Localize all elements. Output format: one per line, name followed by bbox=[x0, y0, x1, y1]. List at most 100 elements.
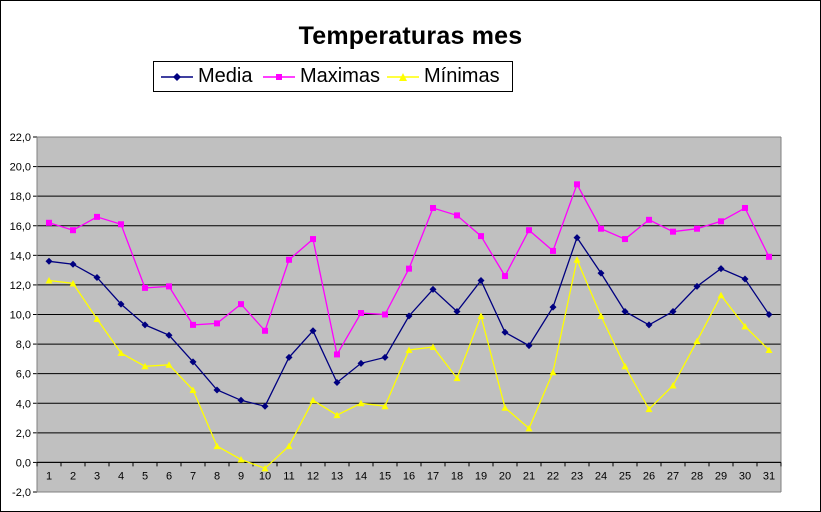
point-media bbox=[765, 311, 773, 318]
x-tick-label: 28 bbox=[691, 470, 703, 482]
x-tick-label: 18 bbox=[451, 470, 463, 482]
point-maximas bbox=[262, 327, 268, 334]
y-tick-label: 20,0 bbox=[10, 162, 31, 174]
point-maximas bbox=[526, 227, 532, 234]
point-maximas bbox=[478, 233, 484, 240]
point-minimas bbox=[357, 399, 365, 407]
point-media bbox=[213, 386, 221, 394]
point-maximas bbox=[190, 321, 196, 328]
point-maximas bbox=[118, 221, 124, 228]
point-media bbox=[45, 257, 53, 265]
point-minimas bbox=[285, 442, 293, 450]
point-minimas bbox=[165, 361, 173, 368]
x-tick-label: 3 bbox=[94, 470, 100, 482]
x-tick-label: 1 bbox=[46, 470, 52, 482]
point-media bbox=[429, 285, 437, 293]
point-maximas bbox=[742, 205, 748, 211]
point-maximas bbox=[286, 256, 292, 263]
point-media bbox=[69, 260, 77, 268]
x-tick-label: 22 bbox=[547, 470, 559, 482]
point-minimas bbox=[213, 442, 221, 450]
y-tick-label: 0,0 bbox=[16, 457, 31, 469]
point-maximas bbox=[430, 205, 436, 211]
x-tick-label: 24 bbox=[595, 470, 607, 482]
point-minimas bbox=[741, 322, 749, 330]
legend-label-maximas: Maximas bbox=[300, 65, 381, 87]
point-maximas bbox=[574, 181, 580, 188]
x-tick-label: 7 bbox=[190, 470, 196, 482]
point-maximas bbox=[694, 225, 700, 232]
point-media bbox=[141, 321, 149, 329]
point-maximas bbox=[622, 236, 628, 243]
point-maximas bbox=[646, 216, 652, 223]
point-minimas bbox=[261, 464, 269, 472]
point-minimas bbox=[693, 337, 701, 345]
point-maximas bbox=[310, 236, 316, 243]
y-tick-label: 16,0 bbox=[10, 221, 31, 233]
x-tick-label: 12 bbox=[307, 470, 319, 482]
point-minimas bbox=[477, 312, 485, 319]
point-minimas bbox=[333, 411, 341, 419]
point-maximas bbox=[718, 218, 724, 225]
point-minimas bbox=[621, 362, 629, 370]
x-tick-label: 15 bbox=[379, 470, 391, 482]
point-media bbox=[381, 353, 389, 361]
x-tick-label: 8 bbox=[214, 470, 220, 482]
x-tick-label: 25 bbox=[619, 470, 631, 482]
point-minimas bbox=[501, 404, 509, 411]
point-maximas bbox=[454, 212, 460, 219]
point-minimas bbox=[141, 362, 149, 370]
point-minimas bbox=[45, 276, 53, 284]
y-tick-label: 22,0 bbox=[10, 132, 31, 144]
point-media bbox=[741, 275, 749, 283]
point-media bbox=[357, 359, 365, 367]
legend: Media Maximas Mínimas bbox=[153, 61, 513, 92]
point-minimas bbox=[93, 315, 101, 322]
point-maximas bbox=[598, 225, 604, 232]
point-media bbox=[693, 282, 701, 290]
point-maximas bbox=[766, 253, 772, 260]
x-tick-label: 29 bbox=[715, 470, 727, 482]
point-media bbox=[549, 303, 557, 311]
y-tick-label: 12,0 bbox=[10, 280, 31, 292]
x-tick-label: 13 bbox=[331, 470, 343, 482]
point-minimas bbox=[669, 382, 677, 389]
point-minimas bbox=[69, 279, 77, 287]
x-tick-label: 31 bbox=[763, 470, 775, 482]
point-maximas bbox=[334, 351, 340, 358]
point-media bbox=[597, 269, 605, 277]
y-tick-label: 4,0 bbox=[16, 398, 31, 410]
point-minimas bbox=[189, 386, 197, 393]
x-tick-label: 5 bbox=[142, 470, 148, 482]
legend-label-minimas: Mínimas bbox=[424, 65, 500, 87]
x-tick-label: 11 bbox=[283, 470, 294, 482]
y-tick-label: 14,0 bbox=[10, 250, 31, 262]
point-minimas bbox=[381, 402, 389, 410]
point-minimas bbox=[549, 368, 557, 376]
point-media bbox=[477, 276, 485, 284]
point-maximas bbox=[238, 301, 244, 308]
legend-entry-maximas: Maximas bbox=[262, 62, 380, 91]
x-tick-label: 2 bbox=[70, 470, 76, 482]
legend-entry-media: Media bbox=[160, 62, 252, 91]
x-tick-label: 17 bbox=[427, 470, 439, 482]
point-media bbox=[645, 321, 653, 329]
legend-swatch-media bbox=[161, 72, 193, 81]
y-tick-label: 18,0 bbox=[10, 191, 31, 203]
legend-swatch-maximas bbox=[263, 73, 295, 80]
point-minimas bbox=[117, 349, 125, 356]
point-media bbox=[237, 396, 245, 404]
legend-label-media: Media bbox=[198, 65, 253, 87]
point-maximas bbox=[46, 219, 52, 226]
point-maximas bbox=[94, 213, 100, 220]
chart-title: Temperaturas mes bbox=[298, 22, 523, 50]
point-maximas bbox=[670, 228, 676, 235]
point-media bbox=[525, 342, 533, 350]
point-media bbox=[93, 274, 101, 282]
point-maximas bbox=[142, 284, 148, 291]
y-tick-label: 8,0 bbox=[16, 339, 31, 351]
x-tick-label: 20 bbox=[499, 470, 511, 482]
point-minimas bbox=[717, 291, 725, 299]
point-media bbox=[501, 328, 509, 336]
